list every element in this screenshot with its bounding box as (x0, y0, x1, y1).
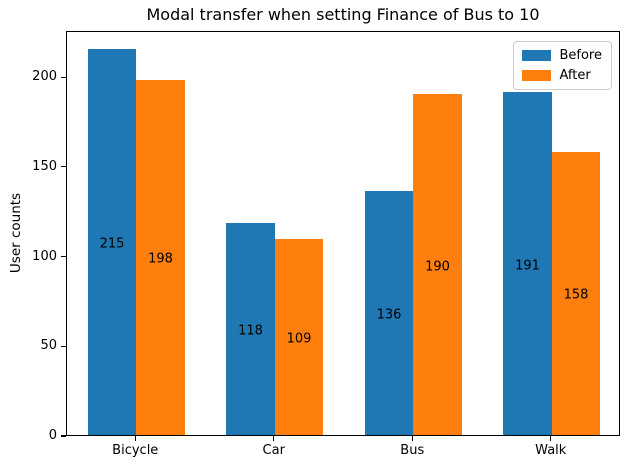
legend-label-before: Before (559, 48, 602, 63)
y-tick-label: 50 (40, 338, 57, 354)
legend-swatch-before (522, 50, 552, 61)
y-tick-label: 100 (32, 248, 57, 264)
bar-value-label-before-bus: 136 (376, 307, 402, 323)
y-tick-mark (61, 435, 66, 437)
y-tick-mark (61, 166, 66, 168)
bar-value-label-after-bicycle: 198 (148, 251, 173, 267)
bar-before-bicycle (87, 49, 137, 435)
bar-after-bicycle (136, 79, 185, 435)
y-tick-mark (61, 255, 66, 258)
bar-value-label-after-car: 109 (286, 331, 312, 347)
bar-value-label-before-bicycle: 215 (99, 236, 125, 252)
y-tick-label: 200 (32, 69, 57, 85)
bar-before-car (226, 223, 275, 435)
x-tick-mark (134, 436, 136, 441)
bar-value-label-before-car: 118 (238, 323, 263, 339)
legend-item-before: Before (522, 49, 602, 62)
x-tick-mark (550, 436, 552, 441)
chart-title: Modal transfer when setting Finance of B… (146, 5, 540, 24)
x-tick-label-bicycle: Bicycle (112, 443, 159, 458)
legend-swatch-after (522, 70, 552, 81)
bar-after-bus (413, 94, 462, 435)
y-tick-label: 150 (32, 158, 57, 174)
bar-before-bus (364, 191, 414, 435)
y-tick-mark (61, 345, 66, 347)
bar-after-walk (551, 151, 601, 435)
x-tick-mark (411, 436, 413, 441)
x-tick-mark (273, 436, 275, 441)
legend: Before After (513, 41, 612, 90)
x-tick-label-bus: Bus (400, 443, 425, 458)
bar-before-walk (503, 92, 552, 435)
bar-value-label-after-bus: 190 (425, 259, 450, 275)
x-tick-label-walk: Walk (535, 443, 567, 458)
legend-item-after: After (522, 69, 602, 82)
plot-area: Before After 215 118 136 191 198 109 190 158 (66, 31, 620, 436)
bar-value-label-before-walk: 191 (515, 258, 540, 274)
y-tick-mark (61, 76, 66, 78)
x-tick-label-car: Car (262, 443, 285, 458)
bar-value-label-after-walk: 158 (563, 287, 589, 303)
bar-after-car (274, 239, 324, 435)
y-tick-label: 0 (48, 428, 57, 443)
legend-label-after: After (559, 68, 591, 83)
